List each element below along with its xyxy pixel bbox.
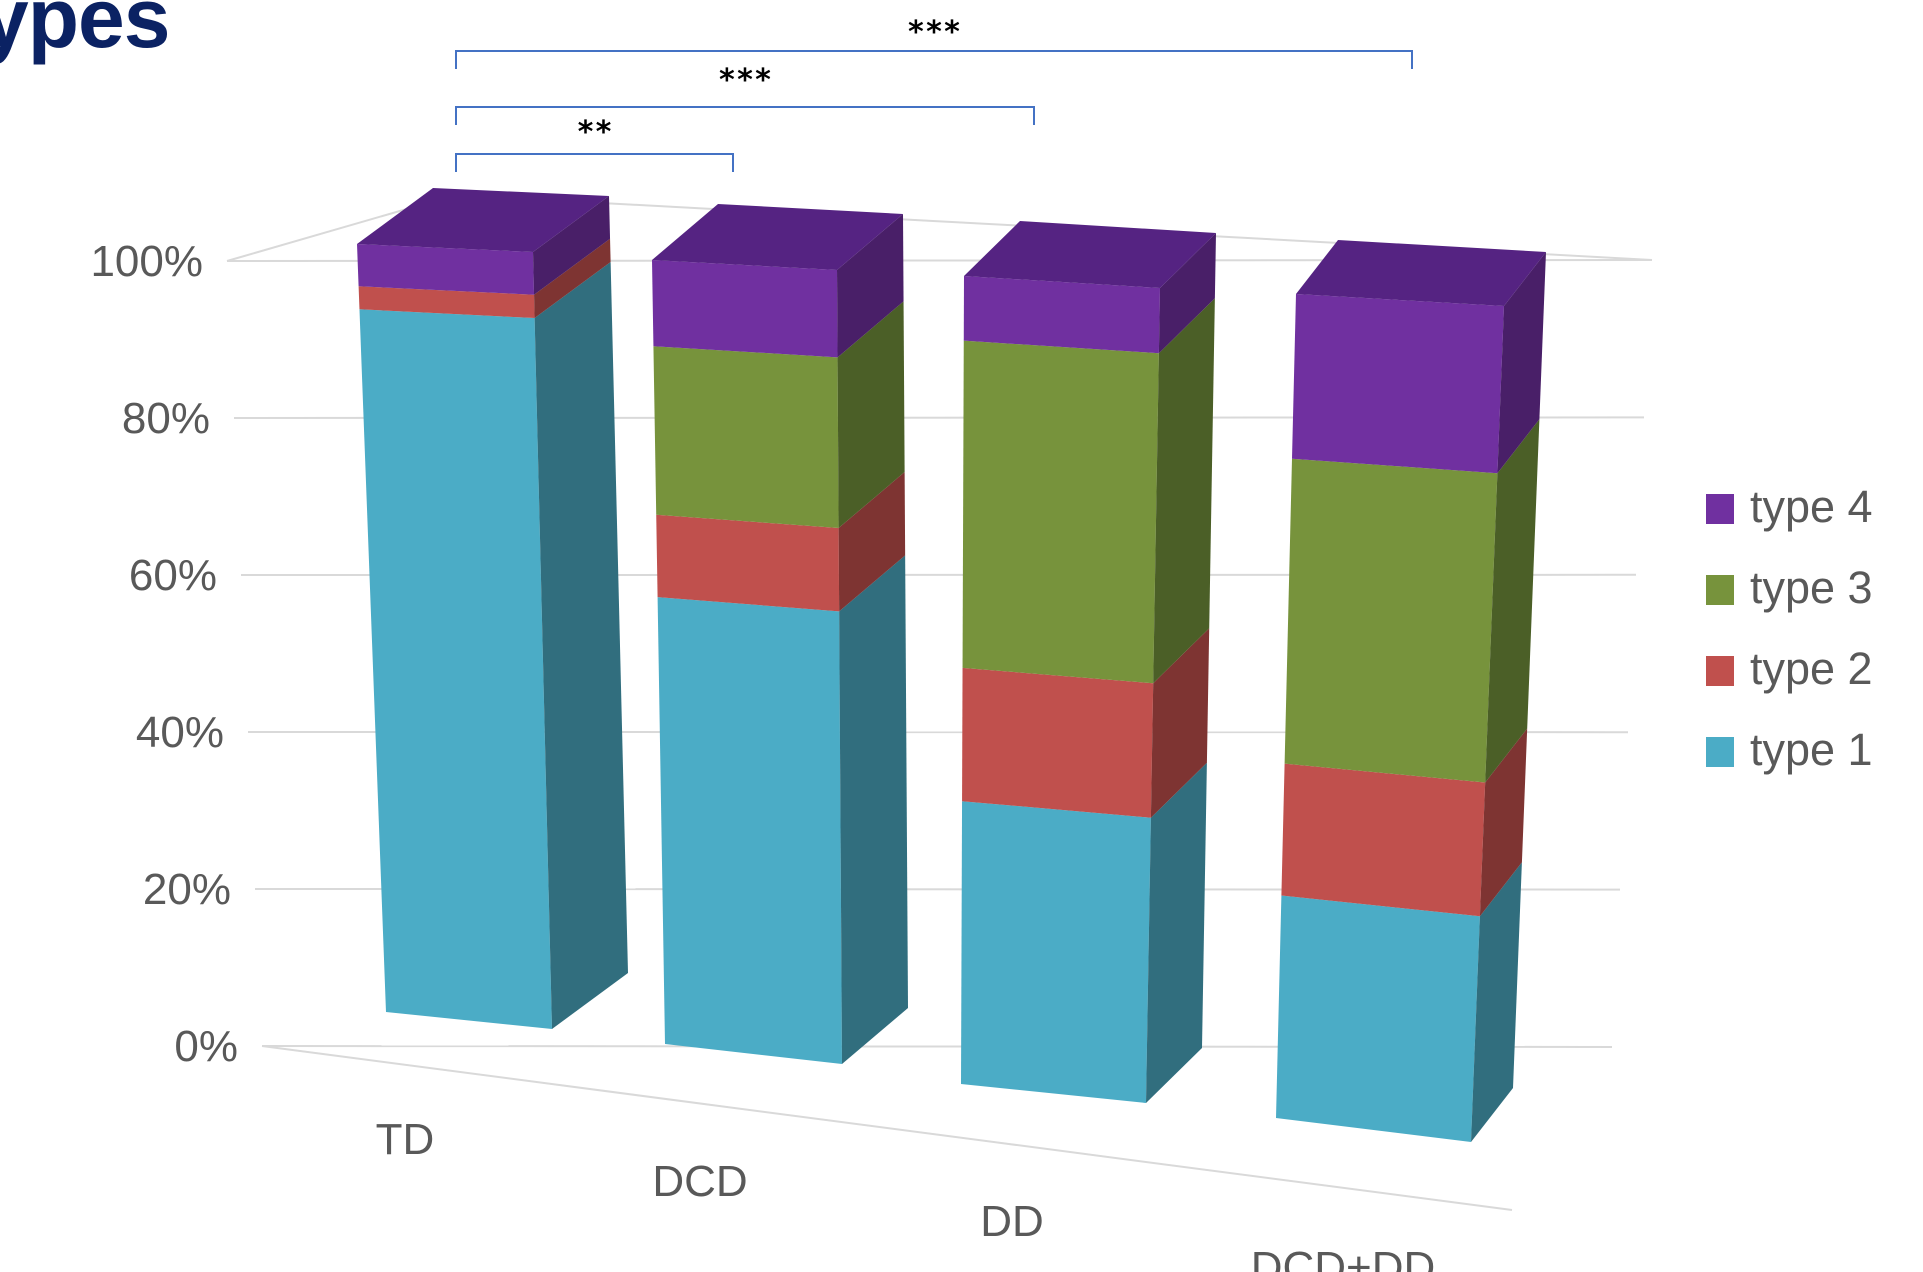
- bar-dcd-dd: [1276, 240, 1546, 1142]
- segment-dcd-dd-type-4: [1292, 294, 1504, 474]
- segment-dcd-type-2: [656, 514, 840, 612]
- significance-td-dcd-dd: ***: [455, 15, 1413, 69]
- legend-item-type-4: type 4: [1706, 481, 1873, 532]
- segment-dd-type-2: [962, 667, 1154, 818]
- segment-td-type-1: [359, 309, 552, 1029]
- slide-title-fragment: ypes: [0, 0, 170, 65]
- segment-td-type-2: [358, 286, 535, 319]
- segment-side-dcd-dd-type-3: [1485, 419, 1540, 783]
- bar-top-dd: [964, 221, 1216, 288]
- y-axis-ticks: 0% 20% 40% 60% 80% 100%: [90, 237, 238, 1071]
- segment-dcd-type-1: [657, 597, 842, 1064]
- segment-dcd-type-3: [653, 346, 839, 529]
- legend-item-type-3: type 3: [1706, 562, 1873, 613]
- legend-swatch: [1706, 737, 1734, 767]
- significance-brackets: ********: [455, 15, 1413, 172]
- bar-dd: [961, 221, 1216, 1103]
- bracket-line: [455, 106, 1035, 125]
- segment-td-type-4: [357, 244, 535, 295]
- bars: [357, 188, 1546, 1142]
- legend-label: type 4: [1750, 481, 1873, 532]
- segment-side-td-type-1: [534, 262, 628, 1029]
- significance-label: ***: [718, 63, 772, 98]
- segment-dcd-dd-type-2: [1281, 763, 1486, 917]
- segment-dd-type-1: [961, 801, 1151, 1103]
- y-tick-label: 80%: [122, 394, 210, 443]
- significance-label: **: [576, 115, 612, 150]
- bar-top-dcd: [652, 204, 903, 270]
- category-label-dd: DD: [980, 1197, 1044, 1246]
- category-label-dcd-dd: DCD+DD: [1251, 1243, 1436, 1272]
- significance-label: ***: [907, 15, 961, 50]
- y-tick-label: 0%: [174, 1022, 238, 1071]
- bracket-line: [455, 153, 734, 172]
- legend-item-type-2: type 2: [1706, 643, 1873, 694]
- legend-swatch: [1706, 494, 1734, 524]
- segment-dd-type-3: [962, 340, 1159, 684]
- bar-top-td: [357, 188, 609, 252]
- legend-swatch: [1706, 656, 1734, 686]
- segment-side-dcd-type-3: [837, 301, 905, 529]
- segment-side-dcd-type-4: [837, 214, 904, 358]
- legend-label: type 1: [1750, 724, 1873, 775]
- segment-side-dcd-dd-type-1: [1471, 862, 1522, 1142]
- bar-top-dcd-dd: [1296, 240, 1546, 306]
- segment-side-dd-type-2: [1150, 628, 1210, 818]
- segment-dcd-dd-type-3: [1284, 458, 1498, 783]
- y-tick-label: 40%: [136, 708, 224, 757]
- slide-subtitle-fragment: e: [0, 160, 3, 257]
- segment-side-dcd-type-2: [838, 472, 906, 612]
- segment-dcd-dd-type-1: [1276, 895, 1480, 1142]
- segment-side-dcd-dd-type-4: [1497, 252, 1546, 474]
- significance-td-dd: ***: [455, 63, 1035, 125]
- category-label-dcd: DCD: [652, 1157, 747, 1206]
- segment-side-dd-type-4: [1158, 233, 1216, 354]
- segment-side-dd-type-3: [1153, 298, 1215, 684]
- legend-label: type 3: [1750, 562, 1873, 613]
- category-label-td: TD: [376, 1115, 435, 1164]
- legend-item-type-1: type 1: [1706, 724, 1873, 775]
- bar-dcd: [652, 204, 908, 1064]
- y-tick-label: 100%: [90, 237, 203, 286]
- segment-dd-type-4: [963, 276, 1160, 354]
- legend: type 4 type 3 type 2 type 1: [1706, 481, 1873, 775]
- segment-dcd-type-4: [652, 260, 838, 358]
- segment-side-td-type-2: [534, 238, 611, 319]
- bar-td: [357, 188, 628, 1029]
- category-labels: TD DCD DD DCD+DD: [376, 1115, 1436, 1272]
- bracket-line: [455, 50, 1413, 69]
- segment-side-dcd-type-1: [839, 555, 908, 1064]
- segment-side-td-type-4: [533, 196, 611, 295]
- legend-label: type 2: [1750, 643, 1873, 694]
- significance-td-dcd: **: [455, 115, 734, 172]
- segment-side-dcd-dd-type-2: [1479, 728, 1528, 917]
- legend-swatch: [1706, 575, 1734, 605]
- y-tick-label: 60%: [129, 551, 217, 600]
- y-tick-label: 20%: [143, 865, 231, 914]
- segment-side-dd-type-1: [1146, 762, 1207, 1103]
- floor-front-edge: [261, 1045, 1513, 1211]
